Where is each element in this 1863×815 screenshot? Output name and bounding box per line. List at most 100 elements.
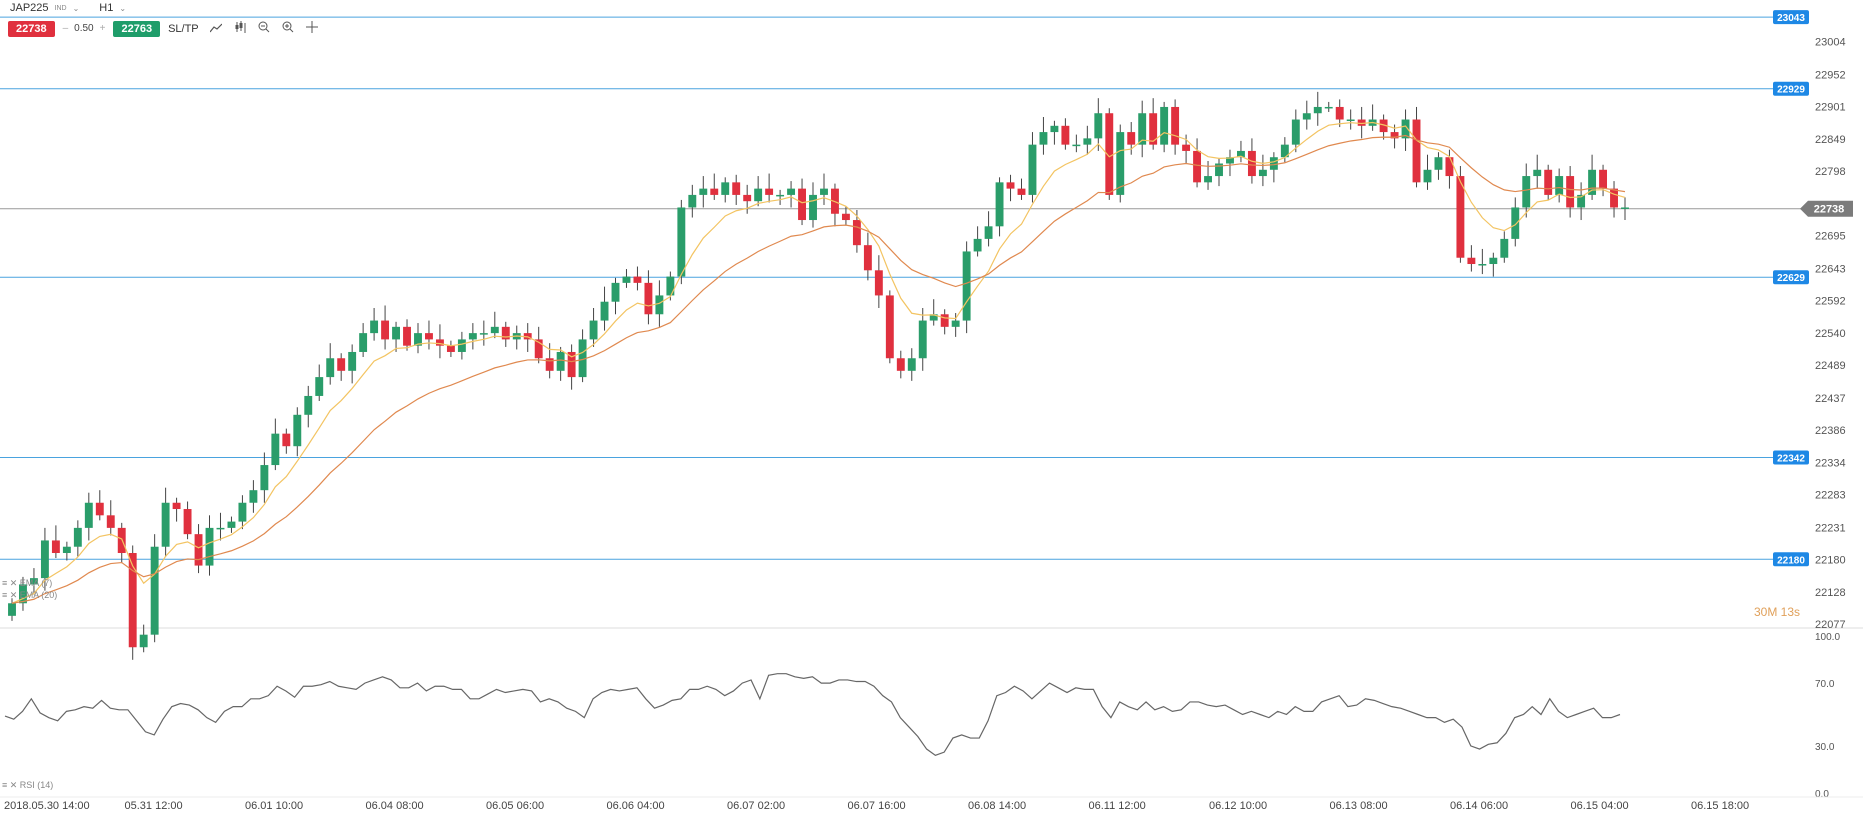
bullish-candle bbox=[787, 188, 796, 195]
bearish-candle bbox=[1171, 106, 1180, 145]
rsi-tick-label: 30.0 bbox=[1815, 742, 1835, 753]
bullish-candle bbox=[907, 358, 916, 371]
bullish-candle bbox=[1555, 176, 1564, 195]
bearish-candle bbox=[403, 326, 411, 346]
chart-type-icon[interactable] bbox=[209, 22, 223, 36]
time-tick-label: 06.07 02:00 bbox=[727, 800, 785, 812]
bullish-candle bbox=[1028, 144, 1037, 195]
bullish-candle bbox=[622, 276, 631, 283]
bearish-candle bbox=[381, 320, 390, 340]
zoom-out-icon[interactable] bbox=[257, 21, 271, 36]
bullish-candle bbox=[293, 414, 302, 447]
bullish-candle bbox=[216, 527, 225, 530]
bearish-candle bbox=[1061, 125, 1070, 145]
time-tick-label: 06.06 04:00 bbox=[607, 800, 665, 812]
bearish-candle bbox=[885, 295, 894, 359]
bearish-candle bbox=[1390, 132, 1399, 139]
bullish-candle bbox=[973, 238, 982, 252]
bullish-candle bbox=[1588, 169, 1597, 195]
bullish-candle bbox=[479, 333, 488, 335]
ema-slow-legend[interactable]: ≡ ✕ EMA (20) bbox=[2, 590, 58, 600]
bullish-candle bbox=[1116, 132, 1125, 195]
level-label: 22929 bbox=[1777, 85, 1805, 96]
time-tick-label: 06.11 12:00 bbox=[1089, 800, 1146, 812]
plus-button[interactable]: + bbox=[99, 23, 106, 34]
bullish-candle bbox=[370, 320, 379, 334]
level-tag bbox=[1773, 450, 1809, 465]
symbol-name[interactable]: JAP225 bbox=[10, 2, 49, 14]
bearish-candle bbox=[765, 188, 774, 195]
bullish-candle bbox=[995, 182, 1004, 227]
bullish-candle bbox=[1204, 176, 1212, 183]
crosshair-icon[interactable] bbox=[305, 21, 319, 36]
bullish-candle bbox=[589, 320, 598, 340]
price-tick-label: 22437 bbox=[1815, 393, 1846, 405]
bearish-candle bbox=[1357, 119, 1366, 126]
bearish-candle bbox=[1445, 157, 1454, 177]
level-tag bbox=[1773, 270, 1809, 285]
bullish-candle bbox=[1237, 150, 1245, 158]
sell-button[interactable]: 22738 bbox=[8, 20, 55, 37]
bullish-candle bbox=[1072, 144, 1081, 147]
bullish-candle bbox=[1039, 132, 1048, 145]
bullish-candle bbox=[19, 584, 27, 604]
bearish-candle bbox=[863, 245, 872, 271]
bearish-candle bbox=[1193, 150, 1202, 183]
lot-size-value[interactable]: 0.50 bbox=[74, 23, 94, 34]
rsi-legend[interactable]: ≡ ✕ RSI (14) bbox=[2, 780, 54, 790]
price-tick-label: 23004 bbox=[1815, 37, 1846, 49]
current-price-label: 22738 bbox=[1814, 204, 1845, 216]
time-tick-label: 06.01 10:00 bbox=[245, 800, 303, 812]
bullish-candle bbox=[1050, 125, 1059, 133]
quantity-stepper: – 0.50 + bbox=[59, 23, 110, 34]
bearish-candle bbox=[534, 339, 543, 359]
bearish-candle bbox=[425, 333, 433, 340]
ema-fast-label: EMA (7) bbox=[19, 578, 53, 588]
sltp-button[interactable]: SL/TP bbox=[168, 22, 199, 35]
candles-group bbox=[8, 91, 1629, 660]
chevron-down-icon[interactable]: ⌄ bbox=[72, 3, 80, 13]
bearish-candle bbox=[841, 213, 850, 221]
rsi-tick-label: 0.0 bbox=[1815, 789, 1829, 800]
level-tag bbox=[1773, 81, 1809, 96]
bullish-candle bbox=[578, 339, 587, 378]
bearish-candle bbox=[874, 270, 883, 296]
zoom-in-icon[interactable] bbox=[281, 21, 295, 36]
bullish-candle bbox=[414, 333, 422, 346]
bearish-candle bbox=[896, 358, 905, 371]
bullish-candle bbox=[1401, 119, 1410, 139]
level-label: 23043 bbox=[1777, 13, 1805, 24]
bearish-candle bbox=[106, 515, 115, 528]
timeframe-selector[interactable]: H1 bbox=[99, 2, 114, 14]
bullish-candle bbox=[1434, 157, 1443, 170]
price-tick-label: 22849 bbox=[1815, 134, 1846, 146]
rsi-label: RSI (14) bbox=[19, 780, 54, 790]
bullish-candle bbox=[721, 182, 730, 195]
bullish-candle bbox=[348, 351, 357, 371]
price-tick-label: 22901 bbox=[1815, 101, 1846, 113]
price-tick-label: 22386 bbox=[1815, 425, 1846, 437]
time-tick-label: 06.05 06:00 bbox=[486, 800, 544, 812]
buy-button[interactable]: 22763 bbox=[113, 20, 161, 37]
candle-countdown: 30M 13s bbox=[1754, 605, 1800, 619]
bearish-candle bbox=[1335, 106, 1344, 120]
bullish-candle bbox=[490, 326, 499, 334]
ema-fast-legend[interactable]: ≡ ✕ EMA (7) bbox=[2, 578, 53, 588]
minus-button[interactable]: – bbox=[62, 23, 69, 34]
symbol-bar: JAP225 IND ⌄ H1 ⌄ bbox=[0, 0, 126, 16]
indicators-icon[interactable] bbox=[233, 21, 247, 36]
bearish-candle bbox=[852, 220, 861, 246]
ema-slow-line bbox=[11, 134, 1626, 604]
bullish-candle bbox=[688, 194, 697, 208]
bullish-candle bbox=[951, 320, 960, 327]
bullish-candle bbox=[611, 282, 620, 302]
bearish-candle bbox=[1467, 257, 1476, 265]
chevron-down-icon[interactable]: ⌄ bbox=[119, 3, 127, 13]
bullish-candle bbox=[150, 546, 159, 635]
bullish-candle bbox=[1138, 113, 1147, 145]
bullish-candle bbox=[1258, 169, 1267, 177]
bearish-candle bbox=[1379, 119, 1388, 133]
bullish-candle bbox=[929, 314, 938, 321]
bullish-candle bbox=[315, 377, 324, 396]
